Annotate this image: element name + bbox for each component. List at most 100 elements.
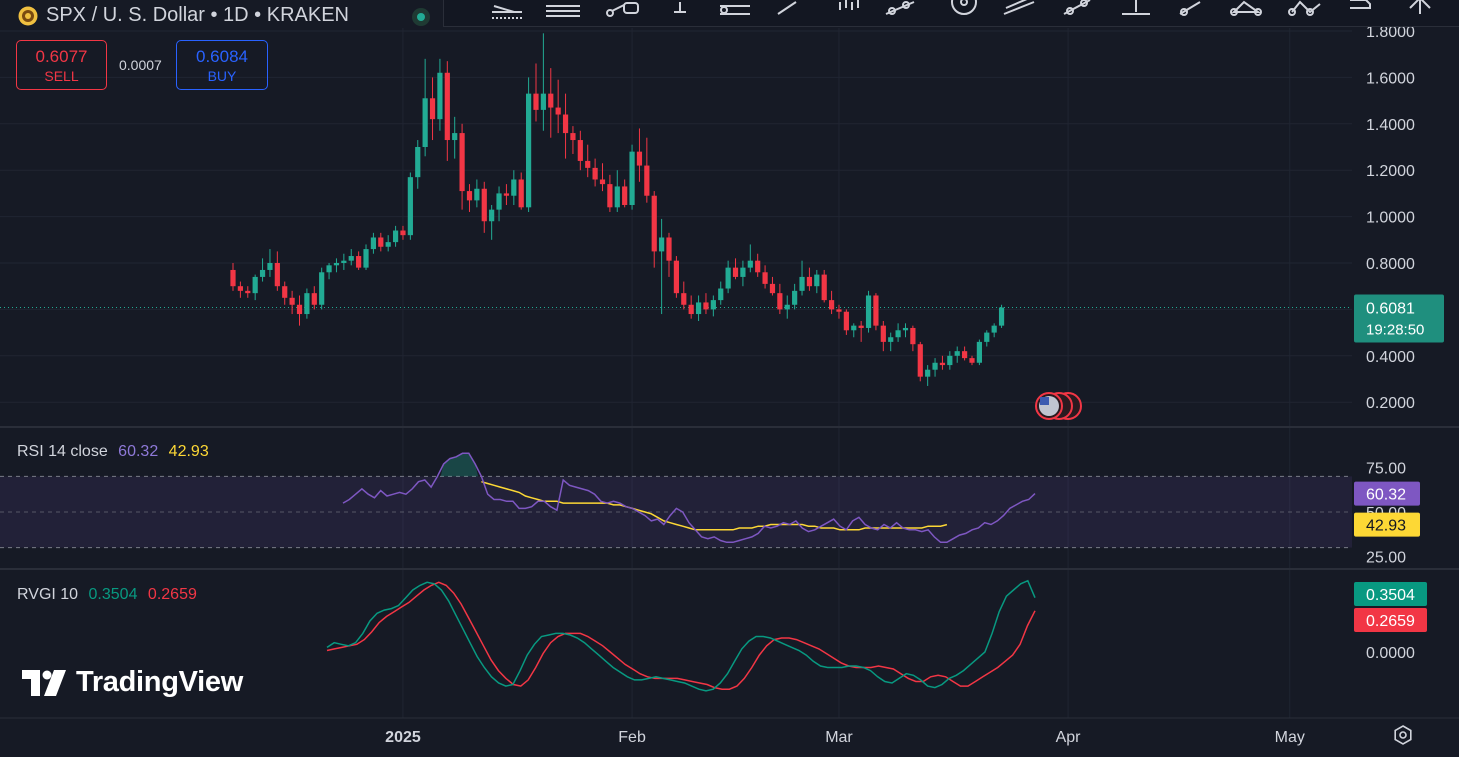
candle-body (326, 265, 332, 273)
pitchfork-icon[interactable] (839, 0, 859, 10)
rvgi-signal-line (326, 581, 1036, 690)
candle (363, 244, 369, 270)
candle (969, 355, 975, 366)
cross-icon[interactable] (1409, 0, 1431, 14)
candle (821, 269, 827, 303)
rsi-legend[interactable]: RSI 14 close 60.32 42.93 (17, 443, 209, 461)
candle (230, 263, 236, 291)
candle (659, 218, 665, 315)
candle (740, 260, 746, 287)
candle (437, 58, 443, 131)
candle-body (998, 307, 1005, 326)
price-axis-label: 1.2000 (1366, 163, 1415, 180)
candle-body (865, 295, 872, 328)
candle-body (962, 351, 968, 359)
extended-line-icon[interactable] (720, 5, 750, 15)
buy-button[interactable]: 0.6084 BUY (176, 40, 268, 90)
vertical-line-icon[interactable] (674, 2, 686, 13)
candle (496, 186, 502, 222)
circle-icon[interactable] (951, 0, 977, 15)
candle (991, 323, 997, 338)
abcd-pattern-icon[interactable] (1179, 1, 1201, 16)
trend-angle-2-icon[interactable] (1288, 0, 1321, 16)
bar-countdown: 19:28:50 (1366, 322, 1424, 339)
candle-body (259, 269, 266, 277)
candle-body (895, 330, 901, 338)
candle (577, 130, 583, 171)
triangle-pattern-icon[interactable] (1230, 0, 1262, 16)
candle-body (363, 249, 369, 268)
anchored-vwap-icon[interactable] (1122, 0, 1150, 15)
info-line-icon[interactable] (1063, 0, 1091, 15)
candle-body (444, 72, 450, 141)
candle (466, 184, 473, 212)
candle-body (459, 133, 465, 192)
rsi-axis-label: 25.00 (1366, 550, 1406, 567)
candle-body (629, 151, 635, 205)
trend-angle-icon[interactable] (777, 1, 797, 15)
candle (289, 290, 295, 315)
parallel-channel-icon[interactable] (546, 5, 580, 17)
rsi-axis-label: 75.00 (1366, 461, 1406, 478)
candle (681, 281, 687, 310)
tradingview-logo-icon (22, 669, 66, 696)
candle-body (511, 179, 517, 196)
candle-body (762, 272, 768, 284)
price-axis-label: 1.0000 (1366, 210, 1415, 227)
candle-body (385, 242, 391, 247)
candle-body (489, 209, 495, 222)
candle (407, 172, 413, 240)
rvgi-value-badge-text: 0.3504 (1366, 587, 1415, 604)
candle (481, 181, 487, 233)
flag-icon[interactable] (1350, 0, 1371, 9)
candle-body (622, 186, 628, 205)
candle (274, 251, 280, 291)
tradingview-watermark[interactable]: TradingView (22, 666, 243, 699)
candle-body (348, 256, 354, 261)
candle (622, 179, 628, 208)
last-price-badge (1354, 294, 1444, 343)
candle (489, 205, 495, 240)
candle (644, 137, 650, 203)
market-status-icon[interactable] (412, 8, 430, 26)
candle (917, 341, 923, 382)
rsi-ma-badge (1354, 512, 1420, 537)
candle-body (681, 293, 687, 305)
rvgi-legend[interactable]: RVGI 10 0.3504 0.2659 (17, 586, 197, 604)
candle-body (784, 304, 790, 310)
candle-body (526, 93, 532, 208)
candle-body (703, 302, 709, 310)
candle (925, 365, 931, 386)
sell-button[interactable]: 0.6077 SELL (16, 40, 107, 90)
trend-line-icon[interactable] (1003, 0, 1035, 15)
candle-body (607, 184, 613, 208)
candle-body (599, 179, 606, 185)
path-icon[interactable] (606, 2, 639, 17)
candle-body (237, 286, 243, 291)
candle-body (939, 362, 946, 366)
candle (851, 323, 857, 338)
price-axis-label: 0.8000 (1366, 256, 1415, 273)
candle (585, 144, 591, 178)
rsi-legend-value: 60.32 (118, 443, 159, 460)
rsi-ma-badge-text: 42.93 (1366, 518, 1406, 535)
candle (777, 283, 783, 315)
symbol-title[interactable]: SPX / U. S. Dollar • 1D • KRAKEN (46, 4, 349, 26)
settings-gear-icon[interactable] (1391, 723, 1415, 747)
candle (651, 191, 657, 268)
candle (747, 244, 753, 273)
candle-body (496, 193, 502, 210)
time-axis-label: May (1275, 729, 1305, 746)
candle-body (296, 304, 303, 315)
price-axis-label: 0.2000 (1366, 395, 1415, 412)
candle-body (651, 195, 657, 252)
candle-body (769, 283, 776, 294)
price-axis-label: 1.6000 (1366, 70, 1415, 87)
candle (333, 258, 340, 273)
candle (422, 58, 428, 157)
candle (511, 170, 517, 205)
regression-trend-icon[interactable] (492, 5, 522, 19)
ray-icon[interactable] (885, 1, 915, 15)
candle (570, 126, 576, 154)
